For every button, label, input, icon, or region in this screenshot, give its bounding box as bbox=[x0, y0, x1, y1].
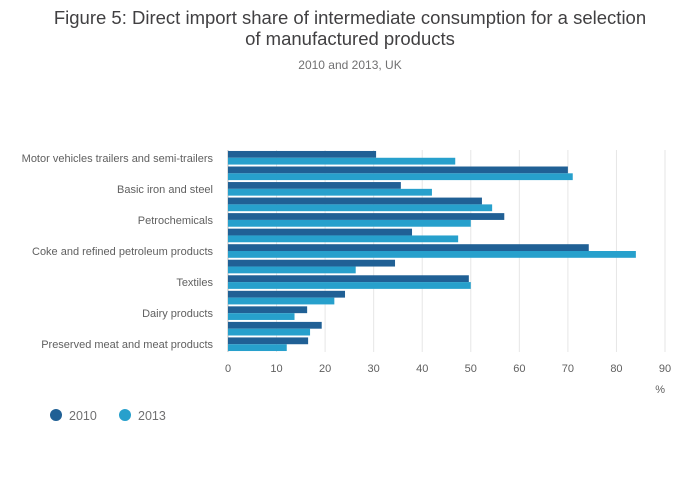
category-label: Dairy products bbox=[142, 308, 213, 320]
bar-2013 bbox=[228, 282, 471, 289]
category-label: Motor vehicles trailers and semi-trailer… bbox=[22, 153, 214, 165]
bar-2010 bbox=[228, 337, 309, 345]
bar-2010 bbox=[228, 228, 413, 236]
bar-2013 bbox=[228, 157, 456, 165]
x-tick-label: 20 bbox=[319, 363, 331, 375]
legend-label-2010: 2010 bbox=[69, 409, 97, 423]
bar-2010 bbox=[228, 213, 505, 220]
x-tick-label: 90 bbox=[659, 363, 671, 375]
bar-2010 bbox=[228, 306, 308, 314]
x-tick-label: 50 bbox=[465, 363, 477, 375]
category-label: Petrochemicals bbox=[138, 215, 214, 227]
chart-title-line-2: of manufactured products bbox=[245, 28, 455, 49]
bar-2013 bbox=[228, 297, 335, 305]
x-axis-ticks: 0 10 20 30 40 50 60 70 80 90 bbox=[225, 363, 671, 375]
legend-marker-2013 bbox=[119, 409, 131, 421]
bars bbox=[228, 150, 636, 352]
x-tick-label: 60 bbox=[513, 363, 525, 375]
legend-marker-2010 bbox=[50, 409, 62, 421]
legend-label-2013: 2013 bbox=[138, 409, 166, 423]
category-label: Textiles bbox=[176, 277, 213, 289]
bar-2013 bbox=[228, 266, 356, 274]
x-tick-label: 80 bbox=[610, 363, 622, 375]
x-tick-label: 30 bbox=[368, 363, 380, 375]
bar-2013 bbox=[228, 219, 471, 227]
x-tick-label: 40 bbox=[416, 363, 428, 375]
bar-2013 bbox=[228, 188, 432, 196]
bar-2013 bbox=[228, 328, 311, 336]
bar-2010 bbox=[228, 166, 568, 174]
bar-2013 bbox=[228, 235, 459, 243]
bar-2010 bbox=[228, 244, 589, 251]
x-tick-label: 70 bbox=[562, 363, 574, 375]
x-axis-label: % bbox=[655, 384, 665, 396]
bar-2013 bbox=[228, 173, 573, 181]
category-label: Coke and refined petroleum products bbox=[32, 246, 213, 258]
chart-title-line-1: Figure 5: Direct import share of interme… bbox=[54, 7, 646, 28]
bar-2013 bbox=[228, 344, 287, 352]
bar-2010 bbox=[228, 150, 377, 158]
category-label: Preserved meat and meat products bbox=[41, 339, 213, 351]
category-labels: Motor vehicles trailers and semi-trailer… bbox=[22, 153, 214, 351]
bar-2010 bbox=[228, 182, 401, 189]
bar-2010 bbox=[228, 321, 322, 329]
x-tick-label: 0 bbox=[225, 363, 231, 375]
bar-2013 bbox=[228, 204, 493, 212]
bar-2013 bbox=[228, 313, 295, 320]
legend: 2010 2013 bbox=[50, 409, 166, 423]
x-tick-label: 10 bbox=[270, 363, 282, 375]
chart-subtitle: 2010 and 2013, UK bbox=[298, 58, 401, 72]
bar-2010 bbox=[228, 259, 396, 267]
bar-2010 bbox=[228, 275, 469, 283]
bar-2010 bbox=[228, 197, 482, 205]
category-label: Basic iron and steel bbox=[117, 184, 213, 196]
bar-2013 bbox=[228, 251, 636, 258]
bar-2010 bbox=[228, 290, 346, 298]
